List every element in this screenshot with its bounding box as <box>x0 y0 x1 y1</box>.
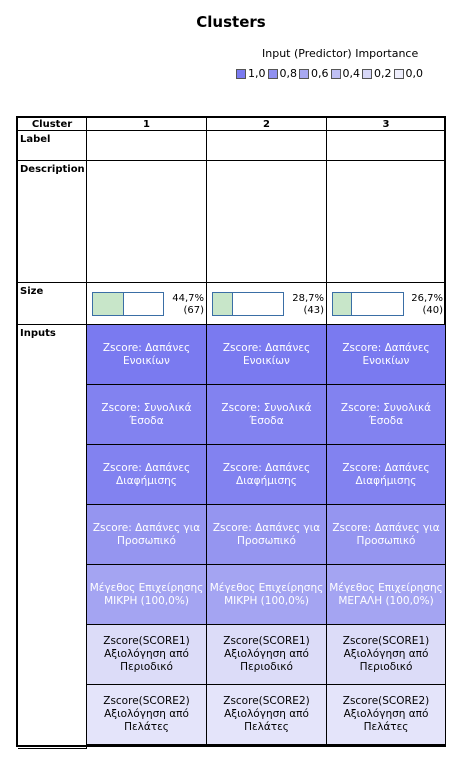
input-cell: Μέγεθος Επιχείρησης ΜΕΓΑΛΗ (100,0%) <box>327 565 446 625</box>
input-cell: Zscore: Συνολικά Έσοδα <box>87 385 207 445</box>
size-cell: 26,7% (40) <box>327 283 446 325</box>
input-cell: Μέγεθος Επιχείρησης ΜΙΚΡΗ (100,0%) <box>87 565 207 625</box>
description-cell <box>87 161 207 283</box>
importance-legend: 1,0 0,8 0,6 0,4 0,2 0,0 <box>236 67 425 80</box>
legend-label: 1,0 <box>248 67 266 80</box>
input-name: Zscore(SCORE2) Αξιολόγηση από Πελάτες <box>342 695 430 733</box>
input-name: Zscore: Δαπάνες Διαφήμισης <box>102 461 191 487</box>
input-name: Zscore: Συνολικά Έσοδα <box>101 401 192 427</box>
cluster-table: Cluster 1 2 3 Label Description Size 44,7% (67) 2… <box>16 116 446 749</box>
input-name: Zscore: Δαπάνες Διαφήμισης <box>222 461 311 487</box>
legend-label: 0,8 <box>279 67 298 80</box>
header-cluster-1: 1 <box>87 118 207 131</box>
legend-item: 0,0 <box>393 67 424 80</box>
input-cell: Zscore: Συνολικά Έσοδα <box>327 385 446 445</box>
input-cell: Zscore: Δαπάνες για Προσωπικό <box>87 505 207 565</box>
input-cell: Zscore: Δαπάνες Διαφήμισης <box>207 445 327 505</box>
input-cell: Zscore: Δαπάνες Διαφήμισης <box>87 445 207 505</box>
input-name: Zscore: Συνολικά Έσοδα <box>221 401 312 427</box>
input-cell: Zscore: Δαπάνες Ενοικίων <box>327 325 446 385</box>
header-cluster-2: 2 <box>207 118 327 131</box>
legend-item: 0,8 <box>267 67 298 80</box>
row-label-inputs: Inputs <box>18 325 87 749</box>
input-name: Zscore(SCORE2) Αξιολόγηση από Πελάτες <box>223 695 310 733</box>
input-name: Zscore(SCORE1) Αξιολόγηση από Περιοδικό <box>223 635 310 673</box>
label-cell <box>327 131 446 161</box>
size-cell: 28,7% (43) <box>207 283 327 325</box>
input-cell: Zscore: Δαπάνες Διαφήμισης <box>327 445 446 505</box>
input-name: Zscore(SCORE1) Αξιολόγηση από Περιοδικό <box>342 635 430 673</box>
legend-swatch <box>393 68 404 79</box>
input-name: Zscore(SCORE1) Αξιολόγηση από Περιοδικό <box>103 635 190 673</box>
input-cell: Zscore: Δαπάνες για Προσωπικό <box>207 505 327 565</box>
legend-label: 0,4 <box>342 67 361 80</box>
legend-title: Input (Predictor) Importance <box>262 47 419 60</box>
size-bar-fill <box>333 293 352 315</box>
input-cell: Zscore(SCORE2) Αξιολόγηση από Πελάτες <box>87 685 207 745</box>
label-cell <box>207 131 327 161</box>
legend-item: 0,2 <box>362 67 392 80</box>
input-name: Zscore: Δαπάνες Ενοικίων <box>222 341 311 367</box>
legend-swatch <box>267 68 278 79</box>
row-label-label: Label <box>18 131 87 161</box>
input-cell: Zscore: Συνολικά Έσοδα <box>207 385 327 445</box>
input-cell: Zscore: Δαπάνες Ενοικίων <box>207 325 327 385</box>
description-cell <box>207 161 327 283</box>
legend-label: 0,6 <box>311 67 329 80</box>
size-bar <box>92 292 164 316</box>
size-count: (40) <box>422 305 443 316</box>
legend-label: 0,0 <box>405 67 424 80</box>
input-cell: Zscore(SCORE1) Αξιολόγηση από Περιοδικό <box>87 625 207 685</box>
size-text: 28,7% (43) <box>292 293 324 317</box>
input-name: Zscore: Δαπάνες Διαφήμισης <box>342 461 430 487</box>
input-name: Zscore: Δαπάνες Ενοικίων <box>102 341 191 367</box>
label-cell <box>87 131 207 161</box>
size-bar <box>332 292 404 316</box>
chart-title: Clusters <box>196 13 266 31</box>
size-bar-fill <box>213 293 234 315</box>
header-cluster-3: 3 <box>327 118 446 131</box>
legend-swatch <box>236 68 246 79</box>
input-cell: Zscore(SCORE1) Αξιολόγηση από Περιοδικό <box>207 625 327 685</box>
legend-swatch <box>330 68 341 79</box>
row-label-description: Description <box>18 161 87 283</box>
input-cell: Zscore(SCORE2) Αξιολόγηση από Πελάτες <box>327 685 446 745</box>
size-text: 44,7% (67) <box>172 293 204 317</box>
legend-swatch <box>299 68 309 79</box>
size-percent: 26,7% <box>411 293 443 304</box>
input-name: Zscore: Δαπάνες για Προσωπικό <box>332 521 440 547</box>
legend-item: 1,0 <box>236 67 266 80</box>
legend-swatch <box>362 68 372 79</box>
input-cell: Zscore(SCORE1) Αξιολόγηση από Περιοδικό <box>327 625 446 685</box>
input-name: Zscore: Συνολικά Έσοδα <box>340 401 432 427</box>
size-bar-fill <box>93 293 125 315</box>
input-name: Zscore: Δαπάνες για Προσωπικό <box>92 521 201 547</box>
header-cluster-label: Cluster <box>18 118 87 131</box>
input-name: Μέγεθος Επιχείρησης ΜΕΓΑΛΗ (100,0%) <box>329 581 443 607</box>
legend-label: 0,2 <box>374 67 392 80</box>
input-name: Μέγεθος Επιχείρησης ΜΙΚΡΗ (100,0%) <box>209 581 324 607</box>
size-count: (67) <box>183 305 204 316</box>
input-name: Zscore(SCORE2) Αξιολόγηση από Πελάτες <box>103 695 190 733</box>
legend-item: 0,4 <box>330 67 361 80</box>
size-bar <box>212 292 284 316</box>
size-percent: 44,7% <box>172 293 204 304</box>
description-cell <box>327 161 446 283</box>
input-name: Zscore: Δαπάνες για Προσωπικό <box>212 521 321 547</box>
size-percent: 28,7% <box>292 293 324 304</box>
input-name: Μέγεθος Επιχείρησης ΜΙΚΡΗ (100,0%) <box>89 581 204 607</box>
input-cell: Μέγεθος Επιχείρησης ΜΙΚΡΗ (100,0%) <box>207 565 327 625</box>
input-cell: Zscore: Δαπάνες Ενοικίων <box>87 325 207 385</box>
legend-item: 0,6 <box>299 67 329 80</box>
size-cell: 44,7% (67) <box>87 283 207 325</box>
input-name: Zscore: Δαπάνες Ενοικίων <box>342 341 430 367</box>
size-count: (43) <box>303 305 324 316</box>
input-cell: Zscore: Δαπάνες για Προσωπικό <box>327 505 446 565</box>
input-cell: Zscore(SCORE2) Αξιολόγηση από Πελάτες <box>207 685 327 745</box>
row-label-size: Size <box>18 283 87 325</box>
size-text: 26,7% (40) <box>411 293 443 317</box>
